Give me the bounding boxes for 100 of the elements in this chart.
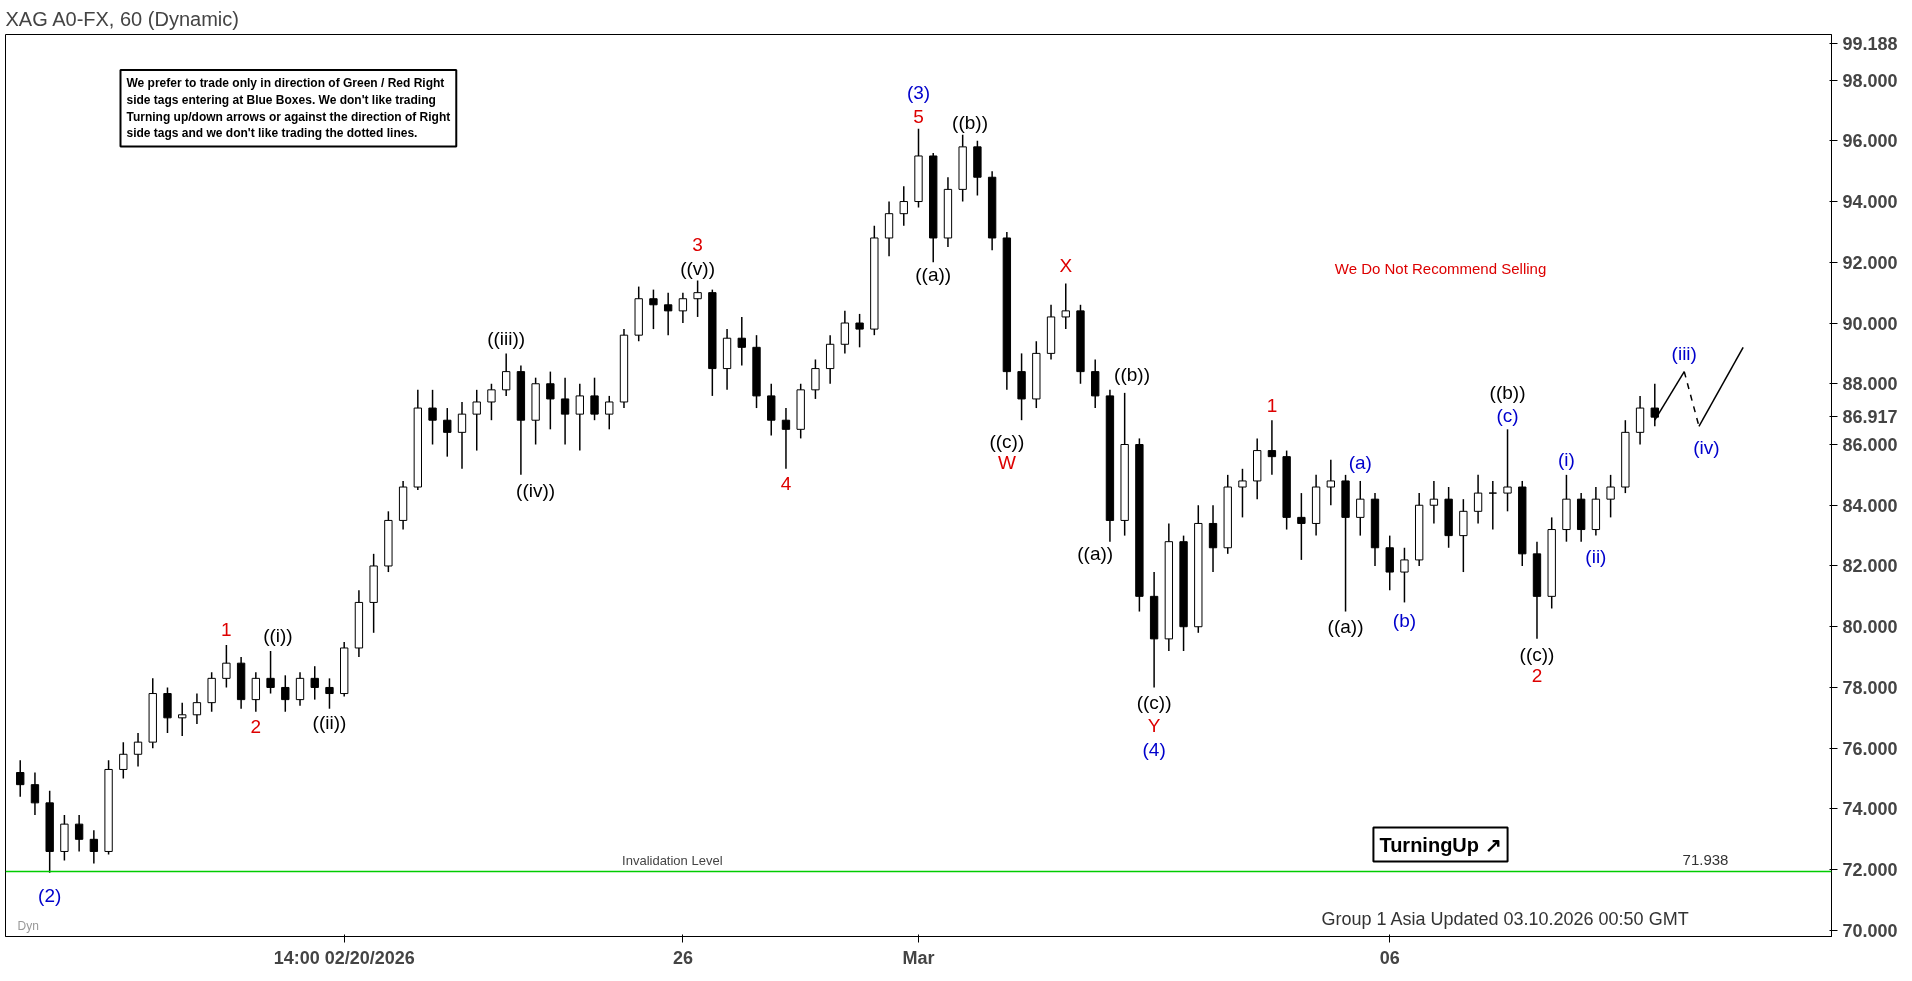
annotation: Group 1 Asia Updated 03.10.2026 00:50 GMT: [1321, 908, 1689, 929]
annotation: 71.938: [1682, 850, 1729, 868]
annotation: (ii): [1585, 546, 1607, 568]
candlestick: [737, 316, 746, 367]
candlestick: [1061, 282, 1070, 330]
candlestick: [443, 407, 452, 458]
annotation: ((c)): [1519, 643, 1555, 665]
annotation: ((a)): [1327, 616, 1364, 638]
annotation: ((b)): [952, 112, 988, 134]
x-tick-label: 26: [672, 947, 693, 968]
candlestick: [678, 291, 688, 324]
candlestick: [811, 358, 820, 400]
ref-line-label: Invalidation Level: [622, 852, 723, 868]
candlestick: [251, 671, 261, 713]
candlestick: [1473, 474, 1483, 525]
candlestick: [590, 376, 599, 421]
annotation: Dyn: [17, 918, 39, 933]
candlestick: [310, 665, 319, 701]
y-tick-label: 86.917: [1842, 407, 1898, 428]
annotation: ((i)): [263, 625, 293, 647]
candlestick: [560, 376, 570, 446]
candlestick: [222, 644, 231, 689]
candlestick: [295, 671, 305, 707]
y-tick-label: 92.000: [1842, 252, 1898, 273]
y-tick-label: 70.000: [1842, 920, 1898, 941]
y-tick-label: 88.000: [1842, 374, 1898, 395]
candlestick: [281, 674, 290, 713]
y-tick-label: 80.000: [1842, 617, 1898, 638]
candlestick: [74, 814, 84, 853]
candlestick: [133, 732, 143, 768]
y-tick-label: 72.000: [1842, 860, 1898, 881]
candlestick: [457, 401, 467, 470]
candlestick: [487, 383, 496, 421]
annotation: W: [997, 452, 1016, 474]
candlestick: [1297, 492, 1306, 561]
candlestick: [1606, 474, 1615, 519]
candlestick: [1400, 547, 1409, 604]
y-tick-label: 99.188: [1842, 34, 1898, 55]
annotation: (a): [1348, 452, 1372, 474]
candlestick: [649, 288, 658, 330]
y-tick-label: 84.000: [1842, 495, 1898, 516]
annotation: TurningUp ↗: [1379, 833, 1502, 856]
candlestick: [266, 650, 275, 695]
chart-title: XAG A0-FX, 60 (Dynamic): [5, 7, 239, 30]
annotation: We Do Not Recommend Selling: [1334, 259, 1547, 277]
x-tick-label: Mar: [902, 947, 935, 968]
candlestick: [781, 407, 791, 470]
candlestick: [663, 291, 673, 336]
annotation: ((b)): [1489, 382, 1526, 404]
annotation: ((b)): [1114, 364, 1150, 386]
y-tick-label: 98.000: [1842, 70, 1898, 91]
y-tick-label: 74.000: [1842, 799, 1898, 820]
annotation: (i): [1558, 449, 1575, 471]
y-tick-label: 96.000: [1842, 131, 1898, 152]
candlestick: [119, 741, 128, 780]
annotation: ((a)): [915, 263, 952, 285]
annotation: 3: [692, 233, 703, 255]
y-tick-label: 78.000: [1842, 677, 1898, 698]
candlestick: [1503, 428, 1512, 513]
candlestick: [840, 310, 850, 355]
candlestick: [1356, 480, 1365, 537]
annotation: (iii): [1671, 342, 1697, 364]
annotation: (2): [38, 885, 62, 906]
candlestick: [325, 677, 334, 710]
y-tick-label: 86.000: [1842, 435, 1898, 455]
annotation: 4: [780, 473, 792, 495]
candlestick: [16, 759, 25, 798]
annotation: 5: [913, 106, 924, 127]
y-tick-label: 94.000: [1842, 192, 1898, 213]
annotation: (iv): [1693, 437, 1720, 459]
candlestick: [178, 701, 187, 737]
candlestick: [1429, 480, 1439, 525]
annotation: (4): [1142, 739, 1166, 761]
candlestick: [575, 383, 584, 452]
x-tick-label: 14:00 02/20/2026: [273, 947, 415, 968]
candlestick: [472, 389, 481, 452]
annotation: ((v)): [680, 257, 716, 279]
candlestick: [89, 829, 99, 865]
annotation: 2: [1531, 664, 1543, 686]
candlestick: [1488, 480, 1497, 531]
annotation: (c): [1496, 405, 1519, 427]
annotation: Y: [1147, 714, 1161, 736]
annotation: ((iii)): [487, 327, 526, 349]
annotation: (b): [1392, 610, 1417, 632]
annotation: 1: [1266, 394, 1278, 416]
annotation: ((iv)): [516, 479, 556, 501]
annotation: ((a)): [1077, 543, 1114, 565]
candlestick: [855, 313, 864, 349]
x-tick-label: 06: [1379, 947, 1400, 968]
candlestick: [605, 395, 614, 431]
candlestick: [192, 692, 202, 725]
annotation: ((c)): [1136, 692, 1172, 714]
candlestick: [693, 279, 702, 318]
candlestick: [1326, 458, 1335, 506]
candlestick: [1267, 419, 1277, 476]
annotation: (3): [906, 81, 931, 103]
annotation: ((ii)): [312, 711, 347, 733]
y-tick-label: 76.000: [1842, 738, 1898, 759]
candlestick: [1238, 468, 1247, 519]
y-tick-label: 90.000: [1842, 313, 1898, 334]
